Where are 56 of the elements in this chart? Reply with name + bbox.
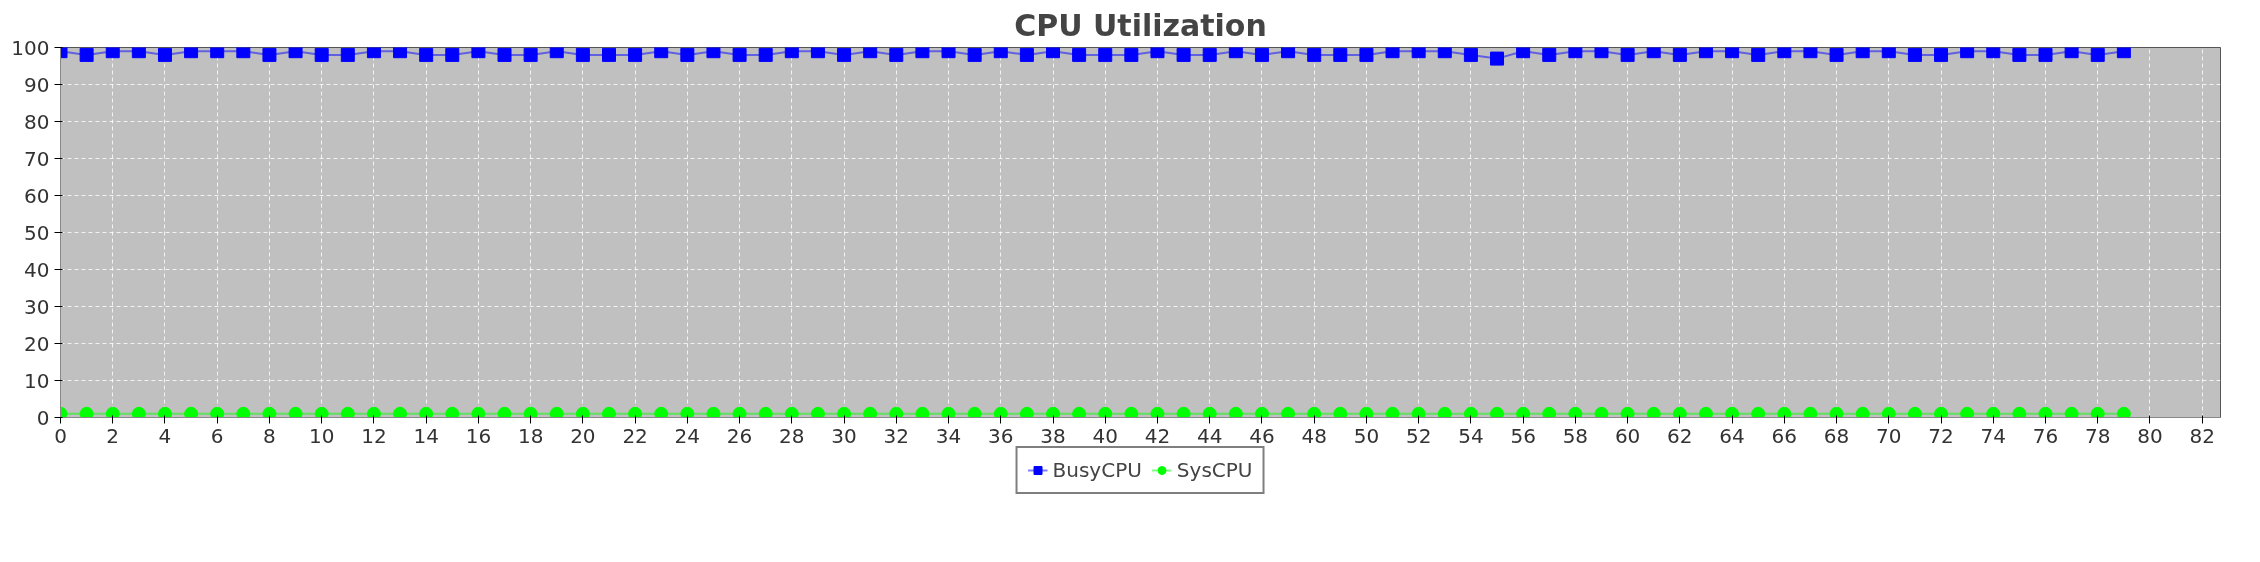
x-tick-label: 20 [570,423,596,448]
x-tick-label: 28 [779,423,805,448]
y-tick-label: 10 [24,368,50,393]
x-tick-label: 52 [1405,423,1432,448]
x-tick-label: 24 [674,423,701,448]
x-tick-label: 16 [465,423,492,448]
y-tick-label: 40 [24,257,50,282]
y-tick-label: 100 [11,35,50,60]
x-tick-label: 4 [158,423,172,448]
x-tick-label: 78 [2085,423,2111,448]
x-tick-label: 26 [726,423,753,448]
y-tick-label: 20 [24,331,50,356]
x-tick-label: 70 [1876,423,1902,448]
y-tick-label: 90 [24,72,50,97]
x-tick-label: 76 [2032,423,2059,448]
x-tick-label: 58 [1562,423,1589,448]
x-tick-label: 22 [622,423,648,448]
x-tick-label: 48 [1301,423,1327,448]
x-tick-label: 18 [517,423,544,448]
x-tick-label: 14 [413,423,439,448]
x-tick-label: 40 [1092,423,1118,448]
x-tick-label: 44 [1196,423,1223,448]
x-tick-label: 82 [2189,423,2215,448]
x-tick-label: 50 [1353,423,1380,448]
x-tick-label: 32 [883,423,910,448]
x-tick-label: 54 [1458,423,1484,448]
x-tick-label: 38 [1040,423,1066,448]
x-tick-label: 34 [935,423,962,448]
x-tick-label: 10 [308,423,335,448]
x-tick-label: 72 [1928,423,1954,448]
x-tick-label: 74 [1980,423,2006,448]
x-tick-label: 62 [1667,423,1693,448]
x-tick-label: 60 [1614,423,1641,448]
x-tick-label: 66 [1771,423,1798,448]
y-tick-label: 60 [24,183,50,208]
y-tick-label: 50 [24,220,50,245]
y-tick-label: 0 [36,405,50,430]
x-tick-label: 30 [831,423,857,448]
x-tick-label: 2 [106,423,120,448]
x-tick-label: 42 [1144,423,1171,448]
x-tick-label: 46 [1249,423,1275,448]
y-tick-label: 30 [24,294,50,319]
x-tick-label: 68 [1823,423,1850,448]
y-tick-label: 80 [24,109,50,134]
legend-label: SysCPU [1176,458,1253,482]
x-tick-label: 8 [263,423,276,448]
x-tick-label: 36 [988,423,1014,448]
x-tick-label: 6 [210,423,224,448]
x-tick-label: 80 [2137,423,2163,448]
chart-title: CPU Utilization [1014,7,1267,43]
x-tick-label: 64 [1719,423,1745,448]
y-tick-label: 70 [24,146,50,171]
x-tick-label: 0 [54,423,67,448]
x-tick-label: 12 [361,423,387,448]
x-tick-label: 56 [1510,423,1536,448]
legend-label: BusyCPU [1052,458,1142,482]
